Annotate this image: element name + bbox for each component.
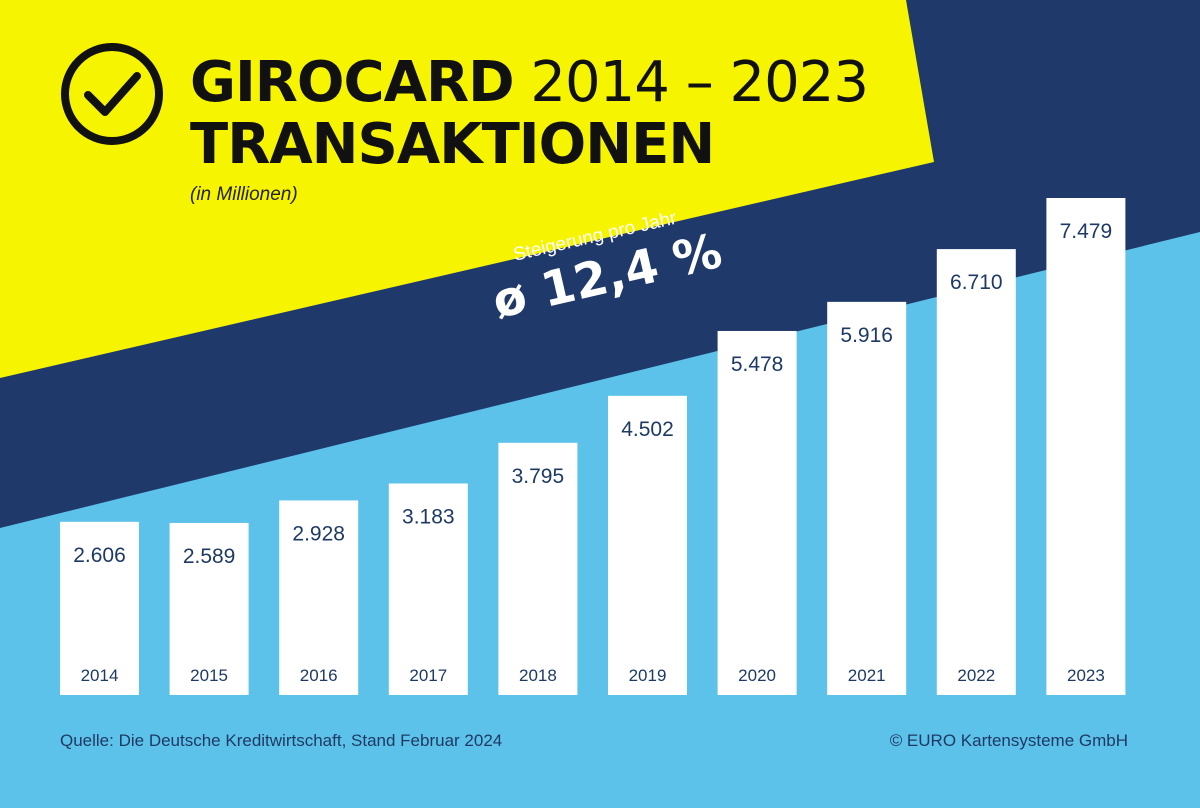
bar-year-label: 2016 bbox=[300, 666, 338, 685]
bar-value-label: 2.606 bbox=[73, 544, 126, 567]
checkmark-circle-icon bbox=[61, 43, 163, 145]
title-range: 2014 – 2023 bbox=[530, 50, 869, 115]
title-brand: GIROCARD bbox=[190, 50, 515, 115]
bar-2015 bbox=[169, 522, 249, 695]
bars-group: 2.606 2014 2.589 2015 2.928 2016 3.183 2017 3.79… bbox=[60, 198, 1126, 695]
bar-value-label: 6.710 bbox=[950, 271, 1003, 294]
bar-2016 bbox=[279, 500, 359, 695]
bar-year-label: 2018 bbox=[519, 666, 557, 685]
bar-2014 bbox=[60, 521, 139, 695]
bar-year-label: 2021 bbox=[848, 666, 886, 685]
bar-value-label: 3.795 bbox=[512, 465, 565, 488]
bar-year-label: 2015 bbox=[190, 666, 228, 685]
bar-value-label: 5.478 bbox=[731, 353, 784, 376]
bar-2017 bbox=[388, 483, 468, 695]
bar-2021 bbox=[827, 301, 907, 695]
bar-value-label: 4.502 bbox=[621, 418, 674, 441]
bar-year-label: 2020 bbox=[738, 666, 776, 685]
bar-value-label: 2.928 bbox=[292, 522, 345, 545]
bar-year-label: 2022 bbox=[957, 666, 995, 685]
bar-year-label: 2017 bbox=[409, 666, 447, 685]
source-note: Quelle: Die Deutsche Kreditwirtschaft, S… bbox=[60, 731, 503, 750]
bar-2019 bbox=[608, 395, 687, 695]
bar-value-label: 7.479 bbox=[1060, 220, 1113, 243]
chart-title: GIROCARD 2014 – 2023 TRANSAKTIONEN bbox=[190, 50, 869, 177]
title-line-2: TRANSAKTIONEN bbox=[190, 112, 715, 177]
bar-2020 bbox=[717, 330, 797, 695]
bar-2022 bbox=[936, 249, 1016, 695]
bar-year-label: 2023 bbox=[1067, 666, 1105, 685]
bar-value-label: 3.183 bbox=[402, 505, 455, 528]
bar-value-label: 5.916 bbox=[840, 324, 893, 347]
bar-2018 bbox=[498, 442, 578, 695]
unit-label: (in Millionen) bbox=[190, 184, 298, 205]
bar-year-label: 2019 bbox=[629, 666, 667, 685]
yellow-panel bbox=[0, 0, 934, 378]
bar-year-label: 2014 bbox=[81, 666, 119, 685]
bar-value-label: 2.589 bbox=[183, 545, 236, 568]
bar-2023 bbox=[1046, 198, 1126, 695]
copyright-note: © EURO Kartensysteme GmbH bbox=[889, 731, 1128, 750]
